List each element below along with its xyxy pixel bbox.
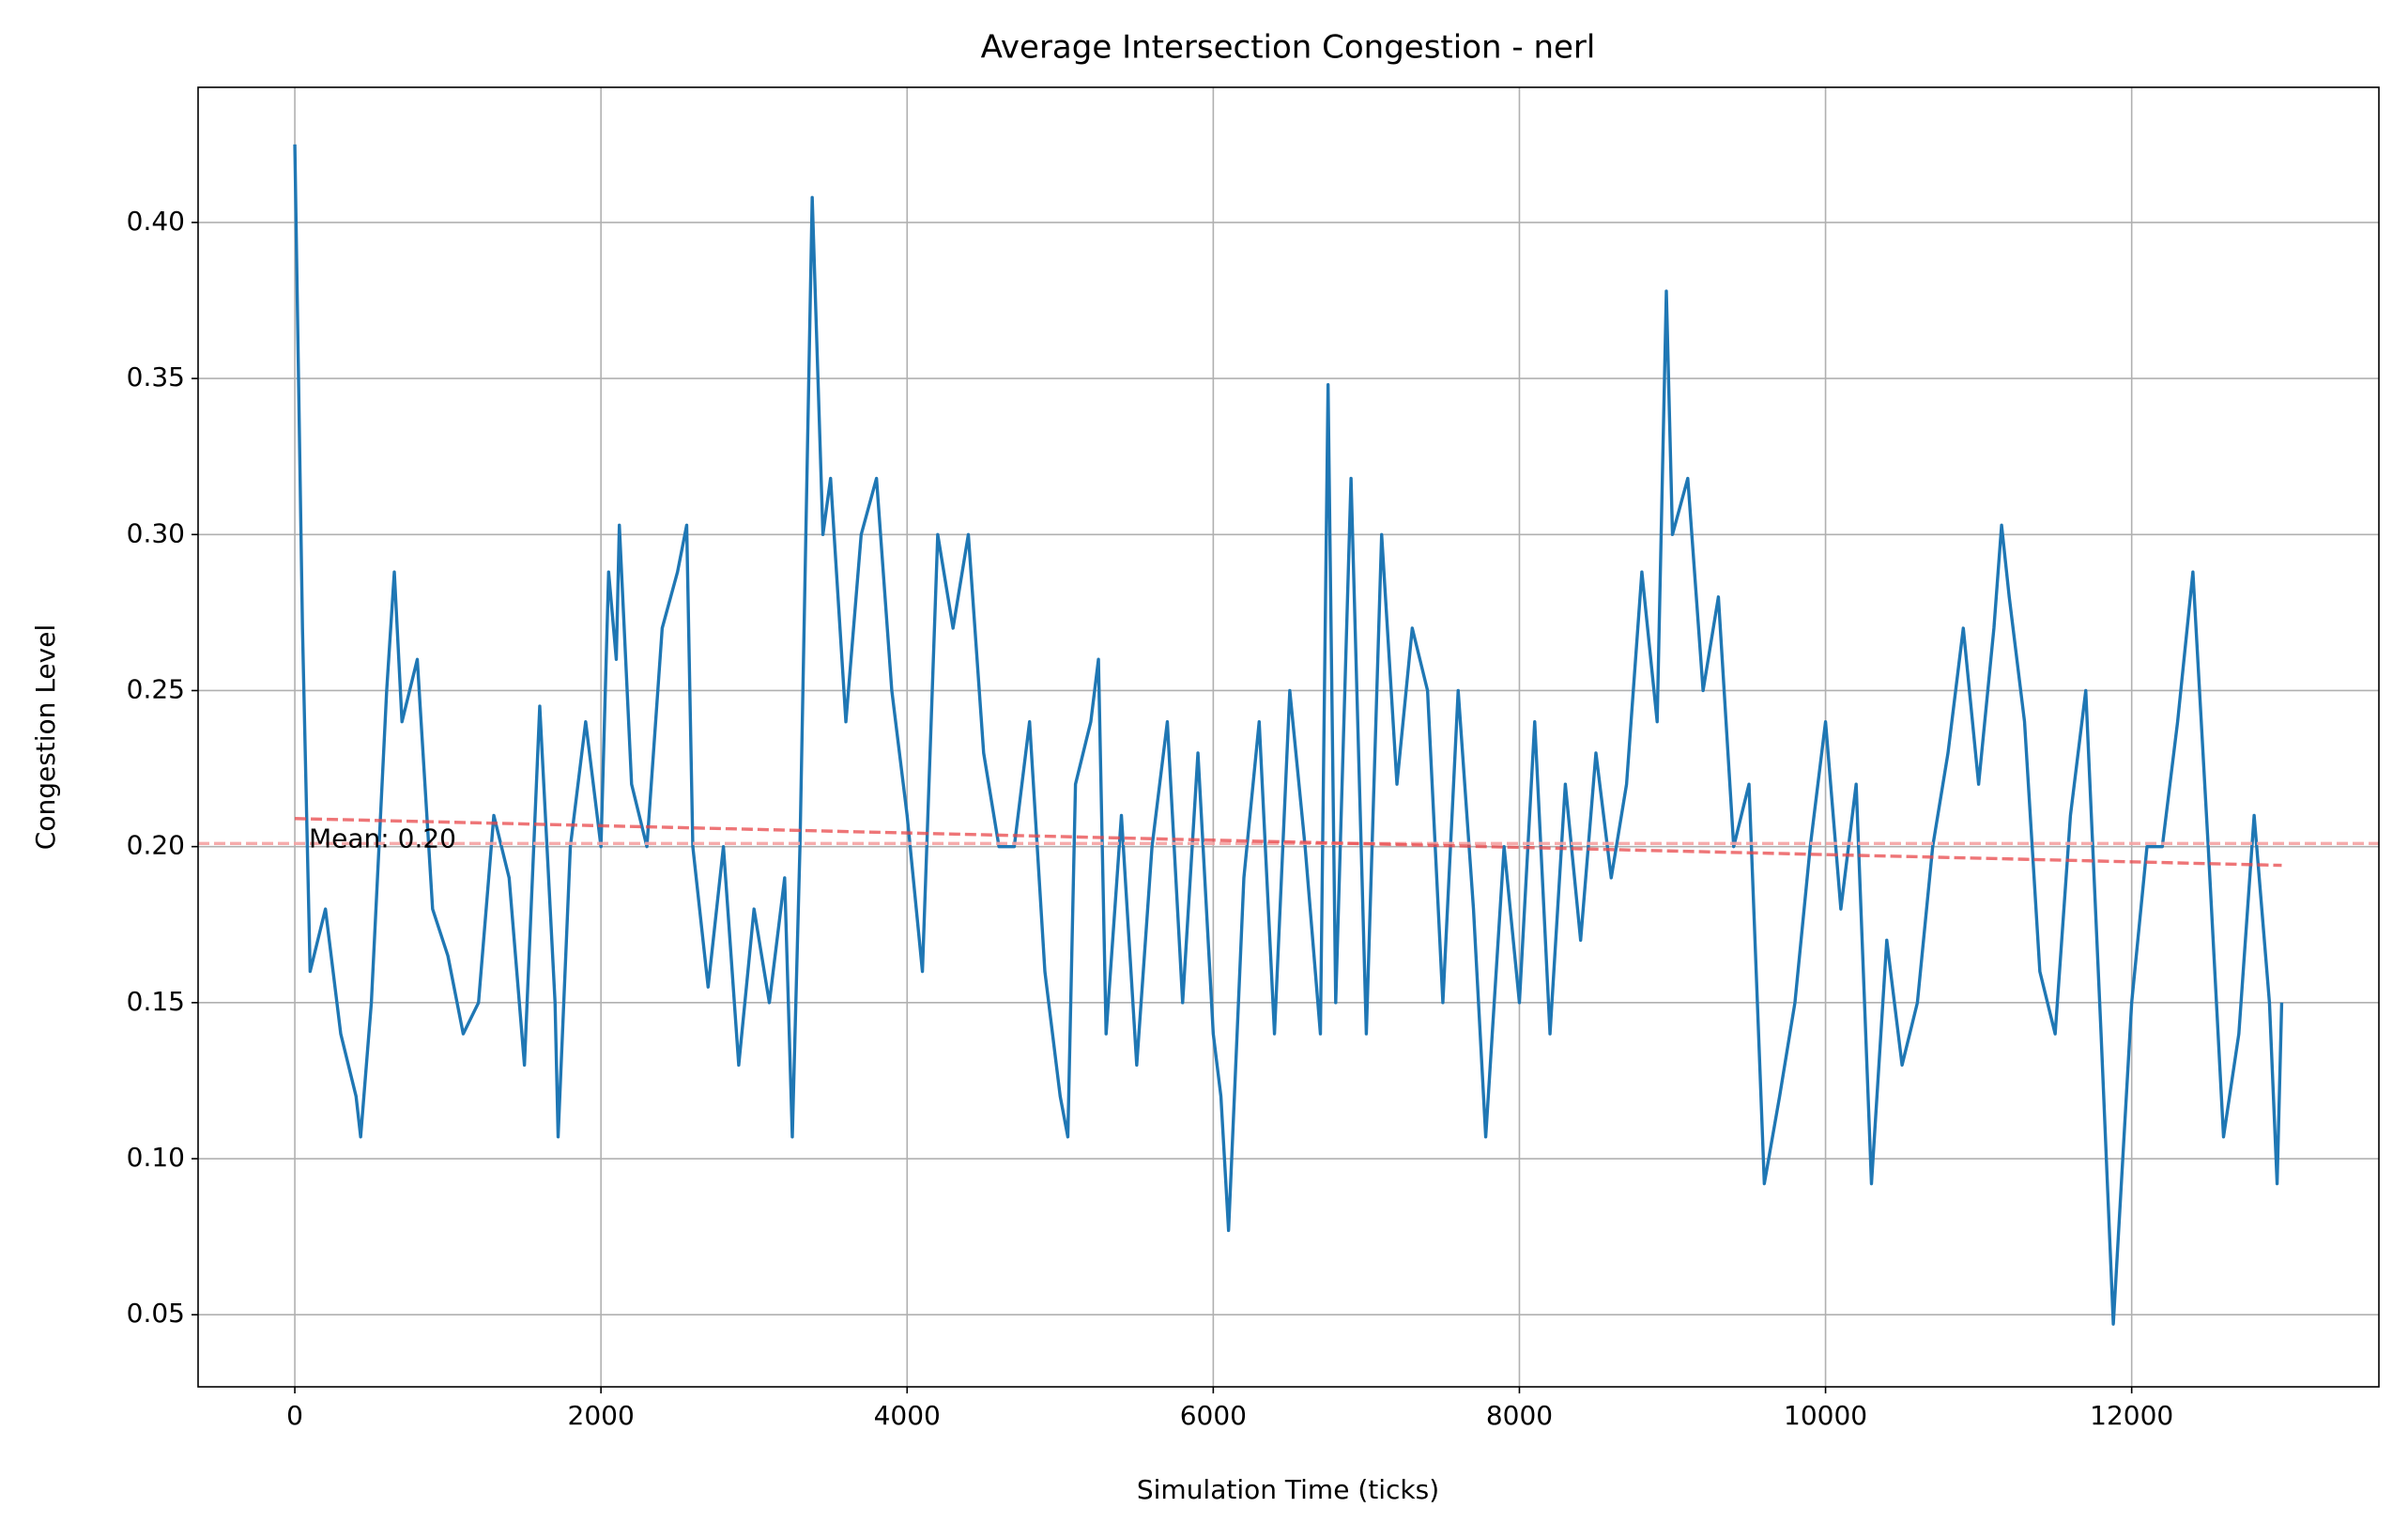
x-tick-label: 0	[286, 1400, 303, 1431]
y-tick-label: 0.15	[127, 986, 185, 1017]
y-tick-label: 0.40	[127, 206, 185, 237]
x-tick-label: 10000	[1784, 1400, 1867, 1431]
x-tick-label: 4000	[874, 1400, 941, 1431]
x-axis-label: Simulation Time (ticks)	[1137, 1474, 1439, 1505]
y-tick-label: 0.20	[127, 830, 185, 861]
x-tick-label: 6000	[1180, 1400, 1247, 1431]
plot-frame	[197, 86, 2380, 1388]
chart-title: Average Intersection Congestion - nerl	[981, 29, 1596, 67]
x-tick-label: 2000	[568, 1400, 635, 1431]
y-tick-label: 0.10	[127, 1142, 185, 1173]
mean-annotation: Mean: 0.20	[309, 823, 456, 854]
congestion-line	[293, 144, 2284, 1326]
x-tick-label: 12000	[2090, 1400, 2173, 1431]
y-tick-label: 0.35	[127, 361, 185, 392]
y-tick-label: 0.05	[127, 1298, 185, 1329]
y-axis-label: Congestion Level	[30, 624, 61, 850]
y-tick-label: 0.25	[127, 673, 185, 704]
x-tick-label: 8000	[1486, 1400, 1553, 1431]
trend-line	[295, 817, 2282, 868]
y-tick-label: 0.30	[127, 517, 185, 548]
